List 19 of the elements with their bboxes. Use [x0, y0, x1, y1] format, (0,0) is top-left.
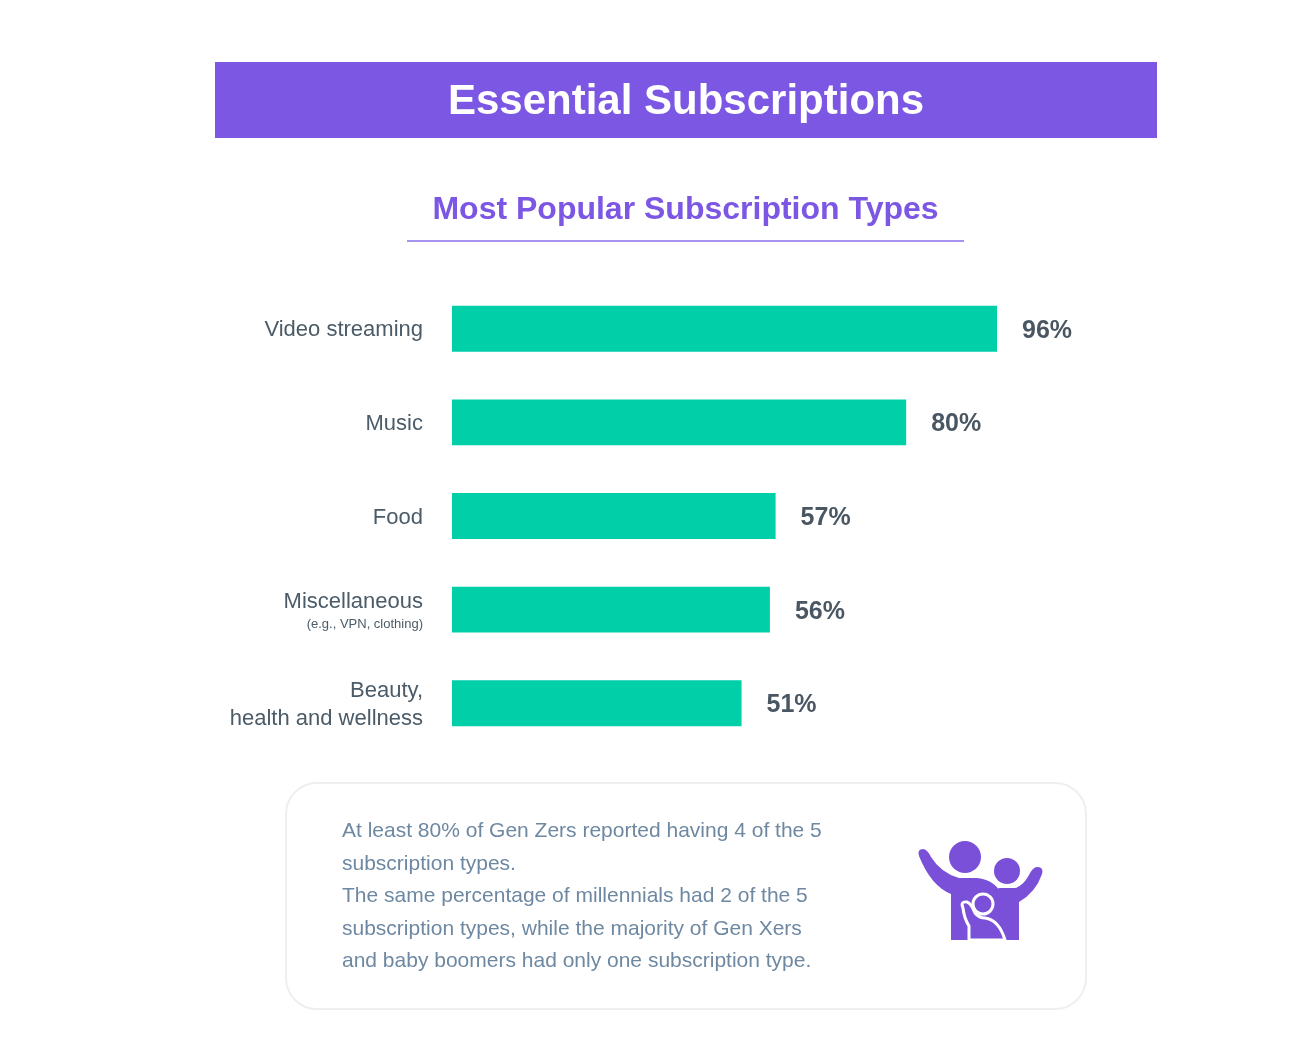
bar [452, 399, 907, 446]
y-tick-label: Video streaming [264, 316, 423, 342]
data-label: 56% [794, 595, 845, 624]
bar [452, 305, 997, 352]
text: The same percentage of millennials had 2 of the 5 subscription types, while the majority of Gen Xers and baby boomers had only one subscription type. [342, 882, 813, 973]
bar [452, 493, 776, 539]
data-label: 96% [1022, 314, 1073, 343]
bar [452, 586, 770, 633]
y-tick-label: Music [365, 409, 423, 435]
data-label: 80% [931, 408, 982, 437]
data-label: 51% [766, 689, 817, 718]
y-tick-label: Beauty, health and wellness [229, 676, 423, 730]
data-label: 57% [800, 502, 851, 530]
chart-subtitle: Most Popular Subscription Types [432, 190, 939, 226]
y-tick-label: Food [372, 503, 423, 529]
bar [452, 680, 742, 727]
y-tick-label: Miscellaneous (e.g., VPN, clothing) [283, 588, 423, 632]
text: At least 80% of Gen Zers reported having 4 of the 5 subscription types. [342, 817, 823, 876]
chart-title: Essential Subscriptions [447, 76, 925, 124]
